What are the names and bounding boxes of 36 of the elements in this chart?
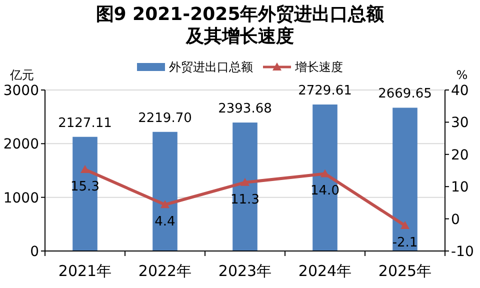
bar [152, 132, 178, 251]
point [400, 221, 410, 230]
bar [232, 122, 258, 251]
data-label: 2127.11 [58, 116, 112, 131]
y2-tick-label: -10 [451, 244, 474, 260]
data-label: 2393.68 [218, 102, 272, 117]
y-tick-label: 0 [30, 244, 39, 260]
y-tick-label: 1000 [3, 190, 39, 206]
x-tick-label: 2022年 [138, 262, 192, 280]
data-label: 2219.70 [138, 110, 192, 126]
chart-title: 图9 2021-2025年外贸进出口总额及其增长速度 [96, 4, 386, 47]
point [160, 200, 170, 208]
data-label: -2.1 [392, 236, 418, 251]
bar [72, 136, 98, 251]
point [240, 178, 250, 186]
y2-tick-label: 0 [451, 212, 460, 228]
y2-tick-label: 10 [451, 180, 469, 196]
data-label: 2729.61 [298, 84, 352, 99]
bar [392, 108, 418, 251]
x-tick-label: 2025年 [378, 262, 432, 280]
point [80, 165, 90, 174]
y2-axis-title: % [456, 68, 468, 82]
data-label: 2669.65 [378, 86, 432, 102]
legend-label: 外贸进出口总额 [169, 60, 253, 74]
bar [312, 104, 338, 251]
legend-label: 增长速度 [294, 60, 343, 74]
y-tick-label: 3000 [3, 83, 39, 99]
data-label: 4.4 [154, 214, 176, 230]
y-axis-title: 亿元 [9, 68, 34, 82]
x-tick-label: 2023年 [218, 262, 272, 280]
y-tick-label: 2000 [3, 136, 39, 153]
y2-tick-label: 20 [451, 147, 469, 164]
y2-tick-label: 40 [451, 83, 469, 99]
x-tick-label: 2024年 [298, 262, 352, 280]
y2-tick-label: 30 [451, 115, 469, 132]
x-tick-label: 2021年 [58, 262, 112, 280]
